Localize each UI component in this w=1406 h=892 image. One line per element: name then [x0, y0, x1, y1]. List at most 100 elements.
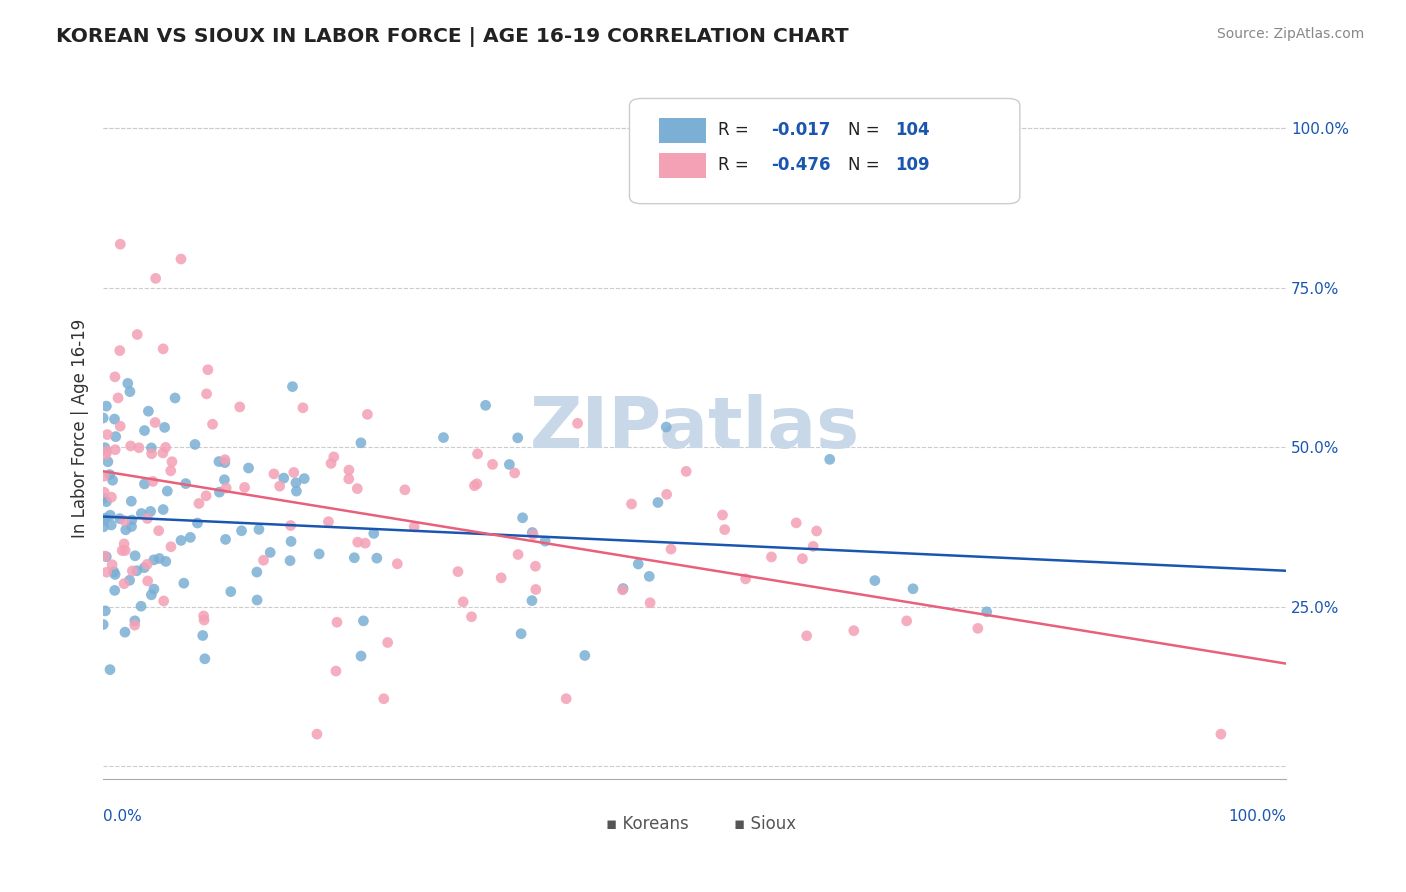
Koreans [184, 437, 207, 451]
Sioux [373, 691, 395, 706]
Sioux [612, 582, 634, 597]
Sioux [377, 635, 399, 649]
Sioux [460, 609, 482, 624]
Sioux [522, 527, 544, 541]
Sioux [806, 524, 828, 538]
Koreans [118, 384, 141, 399]
Sioux [785, 516, 807, 530]
Koreans [101, 473, 124, 487]
Koreans [534, 534, 557, 549]
Sioux [193, 613, 215, 627]
Koreans [350, 648, 373, 663]
Sioux [155, 441, 177, 455]
Sioux [108, 419, 131, 434]
Sioux [120, 439, 142, 453]
FancyBboxPatch shape [659, 153, 706, 178]
Sioux [263, 467, 285, 481]
Koreans [100, 518, 122, 533]
Koreans [152, 502, 174, 516]
Sioux [291, 401, 314, 415]
Sioux [152, 594, 174, 608]
Sioux [160, 540, 183, 554]
Koreans [91, 514, 114, 528]
Sioux [107, 391, 129, 405]
Sioux [114, 514, 136, 528]
Sioux [143, 416, 166, 430]
Koreans [474, 398, 496, 412]
Koreans [125, 564, 148, 578]
Koreans [498, 458, 520, 472]
Koreans [104, 567, 127, 582]
Text: N =: N = [848, 156, 886, 174]
Koreans [278, 554, 301, 568]
Koreans [510, 626, 533, 640]
Sioux [675, 464, 697, 478]
Sioux [170, 252, 193, 266]
Koreans [98, 663, 121, 677]
Sioux [269, 479, 291, 493]
Koreans [124, 614, 146, 628]
FancyBboxPatch shape [700, 814, 730, 838]
Sioux [215, 481, 238, 495]
Koreans [818, 452, 841, 467]
Sioux [319, 456, 342, 470]
Koreans [93, 491, 115, 506]
Sioux [96, 444, 118, 458]
Sioux [193, 609, 215, 624]
Sioux [195, 489, 218, 503]
Sioux [567, 417, 589, 431]
FancyBboxPatch shape [659, 118, 706, 143]
FancyBboxPatch shape [630, 98, 1019, 203]
Koreans [134, 424, 156, 438]
Sioux [404, 520, 426, 534]
Sioux [197, 362, 219, 376]
Koreans [165, 391, 187, 405]
Koreans [863, 574, 886, 588]
Koreans [134, 560, 156, 574]
Text: ▪ Sioux: ▪ Sioux [734, 815, 797, 833]
Koreans [231, 524, 253, 538]
Koreans [104, 583, 127, 598]
Koreans [98, 467, 121, 482]
Koreans [366, 551, 388, 566]
Text: 109: 109 [896, 156, 931, 174]
Koreans [103, 565, 125, 579]
Text: R =: R = [718, 121, 754, 139]
Sioux [524, 582, 547, 597]
Koreans [104, 429, 127, 443]
Koreans [142, 553, 165, 567]
Koreans [901, 582, 924, 596]
Koreans [91, 617, 114, 632]
Koreans [117, 376, 139, 391]
Koreans [246, 565, 269, 579]
Koreans [142, 582, 165, 596]
Koreans [208, 454, 231, 468]
Sioux [801, 540, 824, 554]
Sioux [655, 487, 678, 501]
Sioux [108, 343, 131, 358]
Text: N =: N = [848, 121, 886, 139]
Sioux [713, 523, 735, 537]
Koreans [285, 484, 308, 499]
Koreans [96, 399, 118, 413]
Sioux [110, 237, 132, 252]
Sioux [214, 452, 236, 467]
FancyBboxPatch shape [600, 814, 630, 838]
Koreans [134, 477, 156, 491]
Sioux [127, 327, 149, 342]
Sioux [463, 478, 485, 492]
Koreans [238, 461, 260, 475]
Sioux [467, 447, 489, 461]
Koreans [284, 475, 307, 490]
Sioux [104, 369, 127, 384]
Sioux [112, 576, 135, 591]
Koreans [350, 435, 373, 450]
Sioux [141, 447, 163, 461]
Koreans [246, 593, 269, 607]
Sioux [128, 441, 150, 455]
Koreans [103, 412, 125, 426]
Sioux [101, 558, 124, 572]
Sioux [489, 571, 512, 585]
Sioux [318, 515, 340, 529]
Koreans [308, 547, 330, 561]
